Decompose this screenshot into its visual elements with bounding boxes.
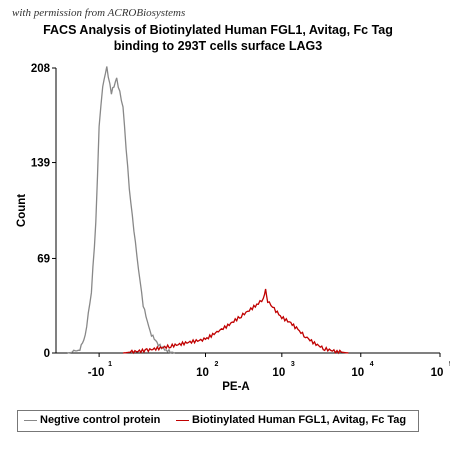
x-tick-exponent: 2 [215, 361, 219, 368]
y-axis: 0 69 139 208 [31, 63, 56, 360]
watermark: with permission from ACROBiosystems [12, 7, 186, 19]
chart-title-line-1: FACS Analysis of Biotinylated Human FGL1… [43, 23, 393, 37]
plot-area [55, 68, 440, 354]
legend-label-fgl1: Biotinylated Human FGL1, Avitag, Fc Tag [192, 414, 407, 426]
x-tick-label: -10 [88, 367, 105, 379]
series-line-1 [67, 66, 175, 354]
x-tick-label: 10 [196, 367, 209, 379]
x-tick-exponent: 3 [291, 361, 295, 368]
chart: FACS Analysis of Biotinylated Human FGL1… [16, 23, 450, 393]
legend-swatch-fgl1 [176, 419, 189, 421]
y-axis-label: Count [16, 194, 28, 227]
legend-swatch-negative-control [24, 419, 37, 421]
x-tick-label: 10 [431, 367, 444, 379]
x-tick-label: 10 [351, 367, 364, 379]
legend-item-fgl1: Biotinylated Human FGL1, Avitag, Fc Tag [176, 414, 406, 426]
x-axis: -101102103104105 [88, 353, 450, 379]
y-tick-label: 208 [31, 63, 51, 75]
chart-title-line-2: binding to 293T cells surface LAG3 [114, 39, 322, 53]
legend-label-negative-control: Negtive control protein [40, 414, 161, 426]
x-axis-label: PE-A [222, 381, 249, 393]
x-tick-exponent: 4 [370, 361, 374, 368]
y-tick-label: 139 [31, 158, 50, 170]
legend-item-negative-control: Negtive control protein [24, 414, 160, 426]
x-tick-exponent: 1 [108, 361, 112, 368]
chart-title: FACS Analysis of Biotinylated Human FGL1… [43, 23, 393, 53]
series-group [67, 66, 349, 355]
series-line-2 [122, 288, 349, 355]
x-tick-label: 10 [272, 367, 285, 379]
legend: Negtive control protein Biotinylated Hum… [17, 410, 419, 432]
y-tick-label: 0 [44, 348, 50, 360]
y-tick-label: 69 [37, 253, 50, 265]
